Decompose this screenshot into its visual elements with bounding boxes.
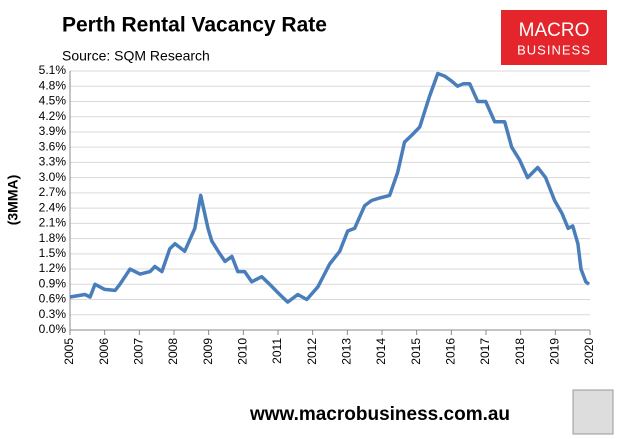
y-tick-label: 3.6% — [39, 139, 67, 153]
logo-text: BUSINESS — [517, 42, 591, 57]
y-tick-label: 5.1% — [39, 63, 67, 77]
logo-box — [501, 10, 607, 65]
y-tick-label: 2.7% — [39, 185, 67, 199]
chart-title: Perth Rental Vacancy Rate — [62, 14, 327, 37]
y-tick-label: 2.1% — [39, 216, 67, 230]
x-tick-label: 2005 — [62, 338, 76, 365]
x-tick-label: 2018 — [513, 338, 527, 365]
x-tick-label: 2020 — [582, 338, 596, 365]
y-tick-label: 0.0% — [39, 322, 67, 336]
x-tick-label: 2006 — [97, 338, 111, 365]
x-tick-label: 2009 — [201, 338, 215, 365]
y-tick-label: 0.6% — [39, 292, 67, 306]
y-tick-label: 3.9% — [39, 124, 67, 138]
x-tick-label: 2008 — [166, 338, 180, 365]
x-tick-label: 2014 — [374, 338, 388, 365]
y-tick-label: 1.8% — [39, 231, 67, 245]
y-tick-label: 1.5% — [39, 246, 67, 260]
x-tick-label: 2010 — [236, 338, 250, 365]
y-tick-label: 2.4% — [39, 200, 67, 214]
wolf-icon — [572, 389, 614, 435]
y-tick-label: 4.2% — [39, 109, 67, 123]
line — [69, 71, 591, 304]
footer: www.macrobusiness.com.au — [249, 404, 510, 425]
x-tick-label: 2013 — [340, 338, 354, 365]
y-tick-label: 4.8% — [39, 78, 67, 92]
y-tick-label: 3.0% — [39, 170, 67, 184]
x-tick-label: 2019 — [548, 338, 562, 365]
logo-text: MACRO — [519, 20, 590, 41]
chart-subtitle: Source: SQM Research — [62, 48, 210, 64]
x-tick-label: 2007 — [132, 338, 146, 365]
x-tick-label: 2015 — [409, 338, 423, 365]
x-tick-label: 2017 — [478, 338, 492, 365]
y-tick-label: 0.3% — [39, 307, 67, 321]
y-tick-label: 0.9% — [39, 276, 67, 290]
y-tick-label: 1.2% — [39, 261, 67, 275]
y-axis-label: (3MMA) — [5, 175, 21, 226]
x-tick-label: 2016 — [444, 338, 458, 365]
y-tick-label: 4.5% — [39, 94, 67, 108]
x-tick-label: 2012 — [305, 338, 319, 365]
x-tick-label: 2011 — [270, 338, 284, 364]
y-tick-label: 3.3% — [39, 155, 67, 169]
